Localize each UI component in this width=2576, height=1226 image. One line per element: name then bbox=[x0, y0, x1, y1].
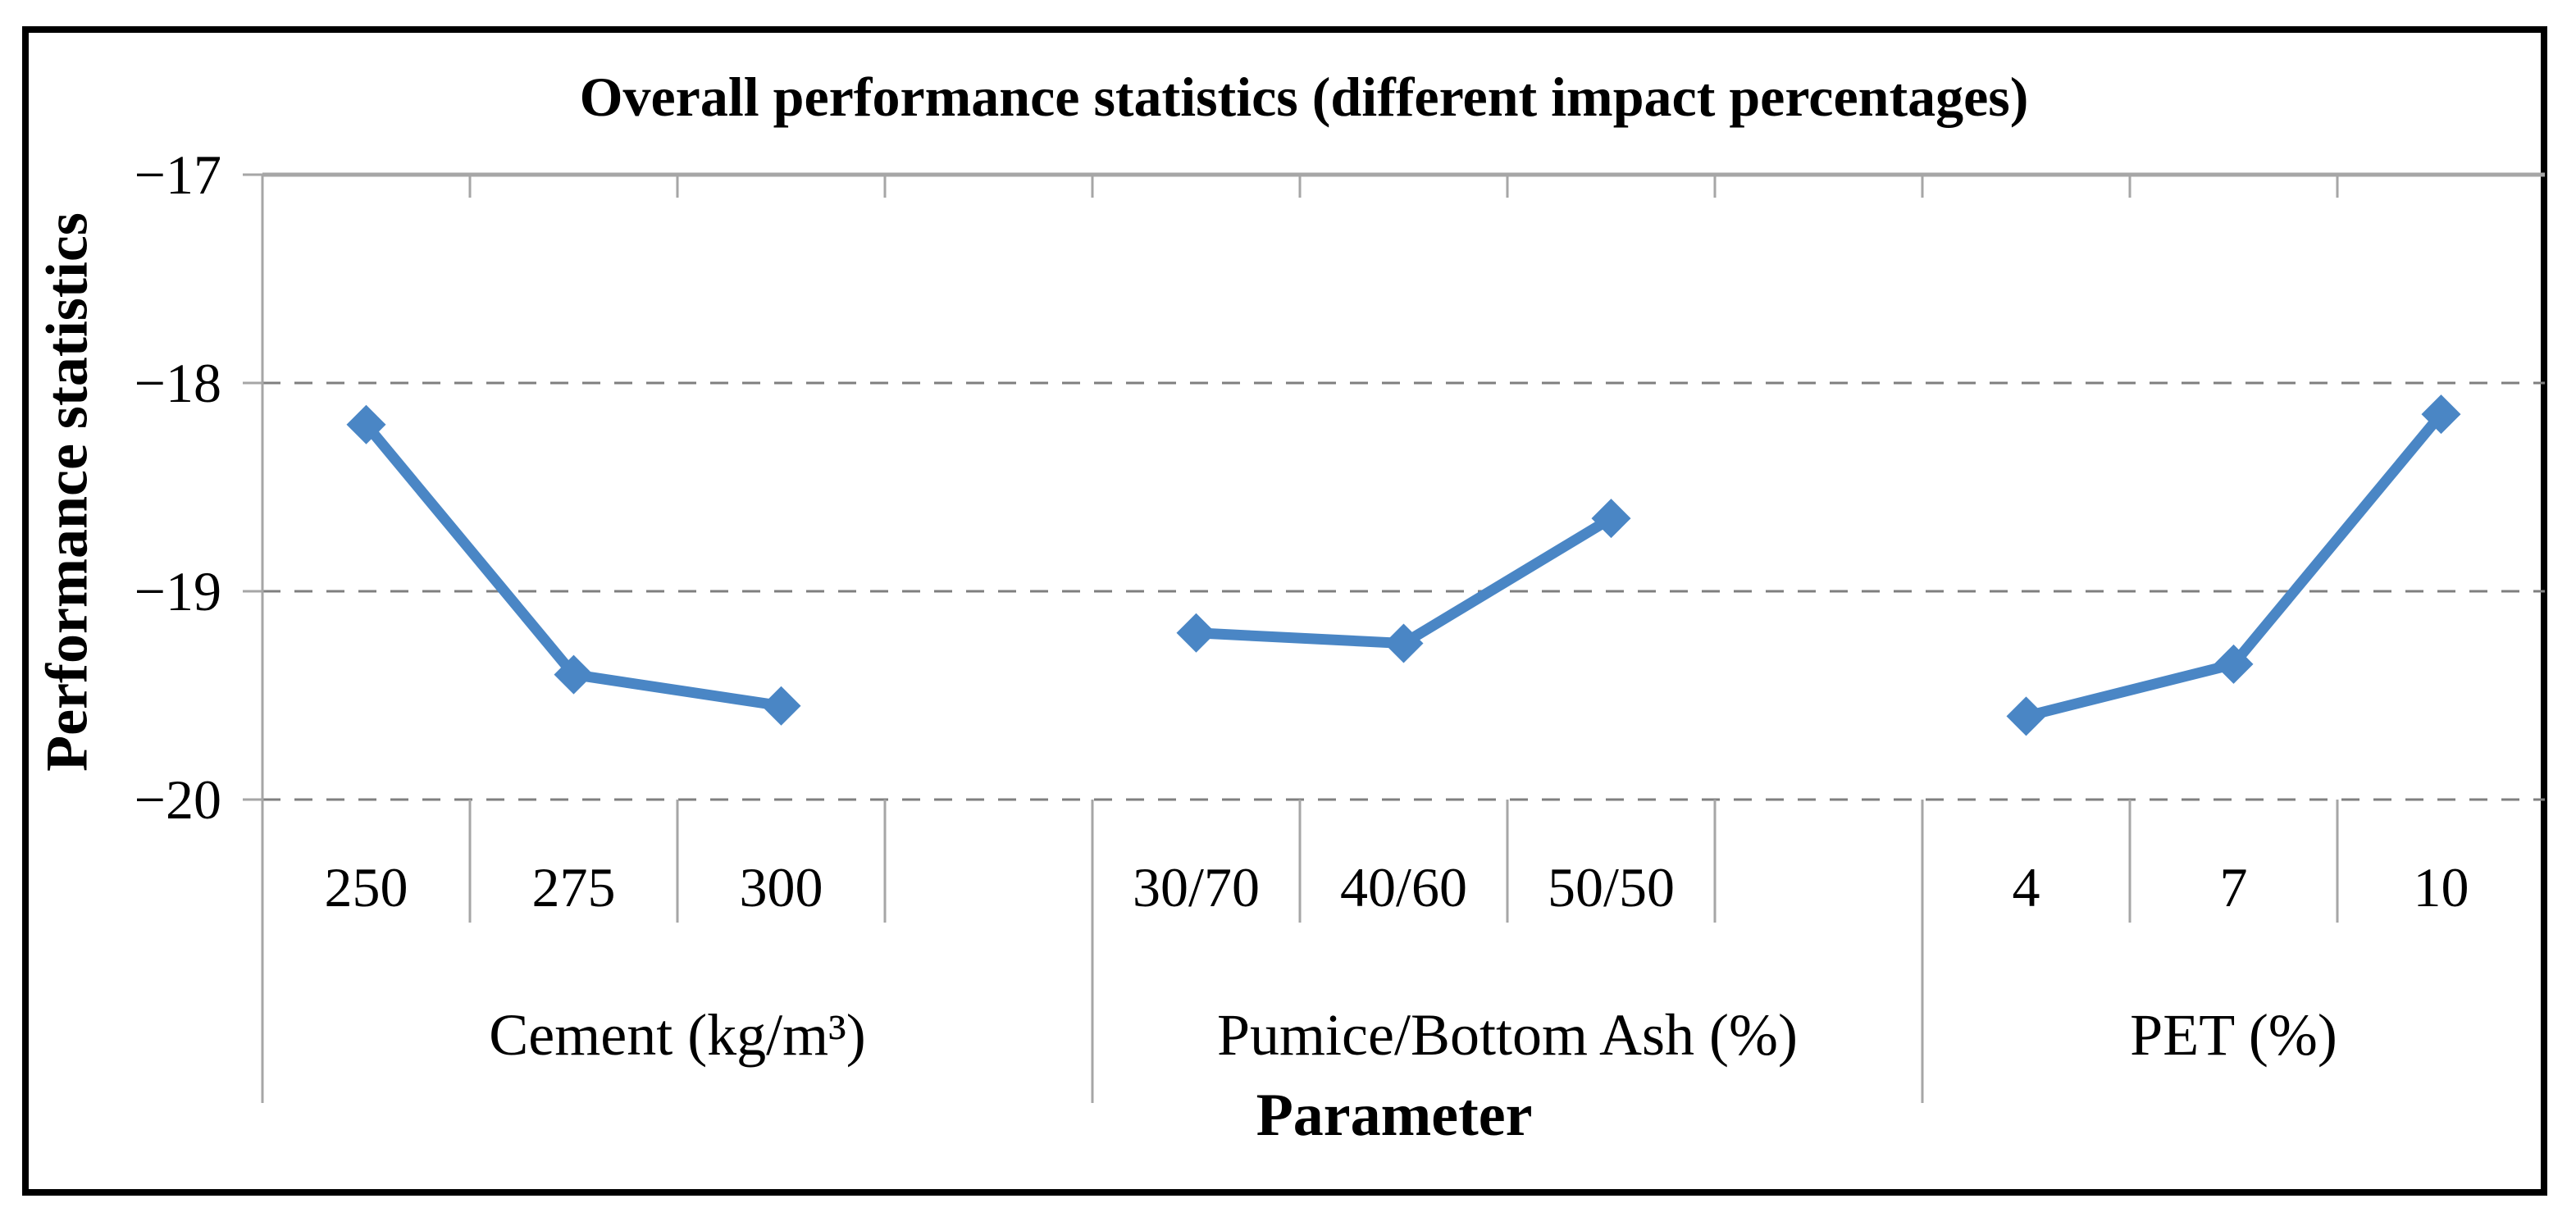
data-point-marker bbox=[2421, 394, 2461, 435]
x-category-label: 300 bbox=[739, 856, 823, 918]
x-category-label: 30/70 bbox=[1133, 856, 1260, 918]
data-point-marker bbox=[1384, 623, 1424, 663]
data-point-marker bbox=[346, 404, 386, 444]
x-category-label: 250 bbox=[324, 856, 408, 918]
x-category-label: 4 bbox=[2012, 856, 2040, 918]
x-category-label: 7 bbox=[2219, 856, 2248, 918]
x-category-label: 10 bbox=[2413, 856, 2469, 918]
y-tick-label: −20 bbox=[134, 768, 221, 831]
x-category-label: 40/60 bbox=[1340, 856, 1467, 918]
chart-title: Overall performance statistics (differen… bbox=[579, 66, 2029, 128]
x-category-label: 50/50 bbox=[1548, 856, 1675, 918]
y-tick-label: −17 bbox=[134, 144, 221, 206]
data-point-marker bbox=[761, 686, 801, 726]
data-point-marker bbox=[554, 654, 594, 695]
x-group-label: PET (%) bbox=[2130, 1002, 2337, 1068]
x-group-label: Pumice/Bottom Ash (%) bbox=[1217, 1002, 1798, 1068]
x-axis-title: Parameter bbox=[1256, 1082, 1533, 1149]
data-point-marker bbox=[2214, 644, 2254, 684]
x-group-label: Cement (kg/m³) bbox=[489, 1002, 866, 1068]
data-point-marker bbox=[1591, 499, 1631, 539]
y-tick-label: −18 bbox=[134, 352, 221, 414]
x-category-label: 275 bbox=[531, 856, 616, 918]
y-tick-label: −19 bbox=[134, 560, 221, 622]
data-point-marker bbox=[1176, 613, 1216, 653]
data-point-marker bbox=[2006, 696, 2046, 736]
